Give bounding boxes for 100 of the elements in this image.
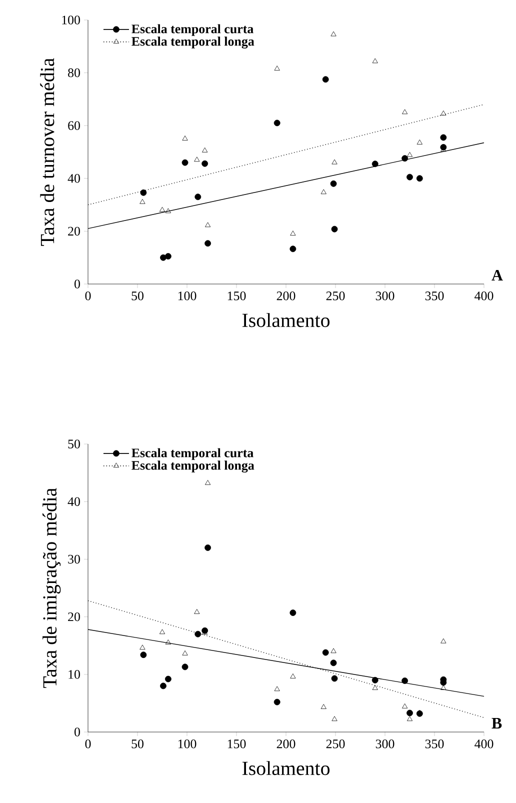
point [290,610,296,616]
point [140,198,146,204]
x-tick-label: 100 [178,292,196,300]
point [406,174,413,180]
x-tick-label: 150 [228,292,246,300]
point [440,110,446,116]
x-tick-label: 250 [326,740,345,748]
point [182,664,188,670]
legend-label: Escala temporal curta [132,24,254,36]
point [416,140,422,144]
legend-label: Escala temporal curta [132,448,254,460]
point [372,685,378,690]
y-tick-label: 40 [68,497,80,506]
point [165,640,171,644]
x-tick-label: 200 [276,292,296,300]
point [330,180,337,187]
point [290,674,296,678]
point [182,136,188,141]
point [194,194,202,200]
point [290,246,296,252]
y-tick-label: 0 [74,280,80,288]
x-tick-label: 300 [376,740,394,748]
x-tick-label: 350 [425,740,444,748]
legend-label: Escala temporal longa [132,36,254,48]
x-tick-label: 0 [85,292,91,300]
point [322,649,329,656]
y-tick-label: 20 [68,612,80,622]
point [332,159,338,164]
x-tick-label: 150 [228,740,246,748]
point [440,134,447,141]
point [372,160,378,168]
point [274,698,280,706]
y-tick-label: 30 [68,554,80,564]
point [320,704,326,709]
x-tick-label: 400 [474,292,494,300]
point [202,160,208,167]
point [140,644,146,650]
point [440,685,446,690]
y-axis-title: Taxa de imigração média [42,488,61,688]
point [204,240,211,247]
y-tick-label: 50 [68,440,80,448]
x-tick-label: 50 [132,740,144,748]
x-tick-label: 250 [326,292,345,300]
point [406,710,413,716]
point [331,226,338,232]
point [402,109,408,114]
point [204,544,211,551]
point [182,159,188,166]
point [194,156,200,162]
y-tick-label: 40 [68,174,80,183]
point [416,175,423,182]
point [406,716,413,722]
point [406,152,413,157]
x-tick-label: 200 [276,740,296,748]
point [140,652,147,658]
point [204,480,211,485]
x-tick-label: 400 [474,740,494,748]
point [331,675,338,682]
point [274,66,280,71]
point [194,609,200,614]
point [322,76,329,83]
text: A [492,270,503,280]
x-tick-label: 300 [376,292,394,300]
y-tick-label: 20 [68,226,80,236]
x-tick-label: 50 [132,292,144,300]
y-tick-label: 10 [68,670,80,679]
point [140,189,147,196]
point [159,629,166,634]
point [165,208,171,214]
point [372,676,378,684]
point [402,155,408,162]
point [182,650,188,656]
legend-label: Escala temporal longa [132,460,254,473]
point [402,703,408,708]
point [160,254,166,261]
point [274,120,280,126]
point [332,716,338,722]
point [320,189,326,194]
x-axis-title: Isolamento [242,313,330,328]
point [160,682,166,690]
point [290,230,296,236]
y-tick-label: 60 [68,121,80,130]
x-axis-title: Isolamento [242,761,330,776]
point [402,678,408,684]
y-axis-title: Taxa de turnover média [40,58,54,246]
point [330,660,337,666]
point [440,638,446,644]
point [202,147,208,152]
point [330,31,336,36]
point [372,58,378,64]
y-tick-label: 0 [74,728,80,736]
y-tick-label: 80 [68,68,80,78]
point [204,222,211,228]
point [164,676,172,682]
point [274,686,280,692]
point [164,253,172,260]
y-tick-label: 100 [62,16,80,24]
text: B [492,718,502,728]
x-tick-label: 100 [178,740,196,748]
point [194,630,202,638]
